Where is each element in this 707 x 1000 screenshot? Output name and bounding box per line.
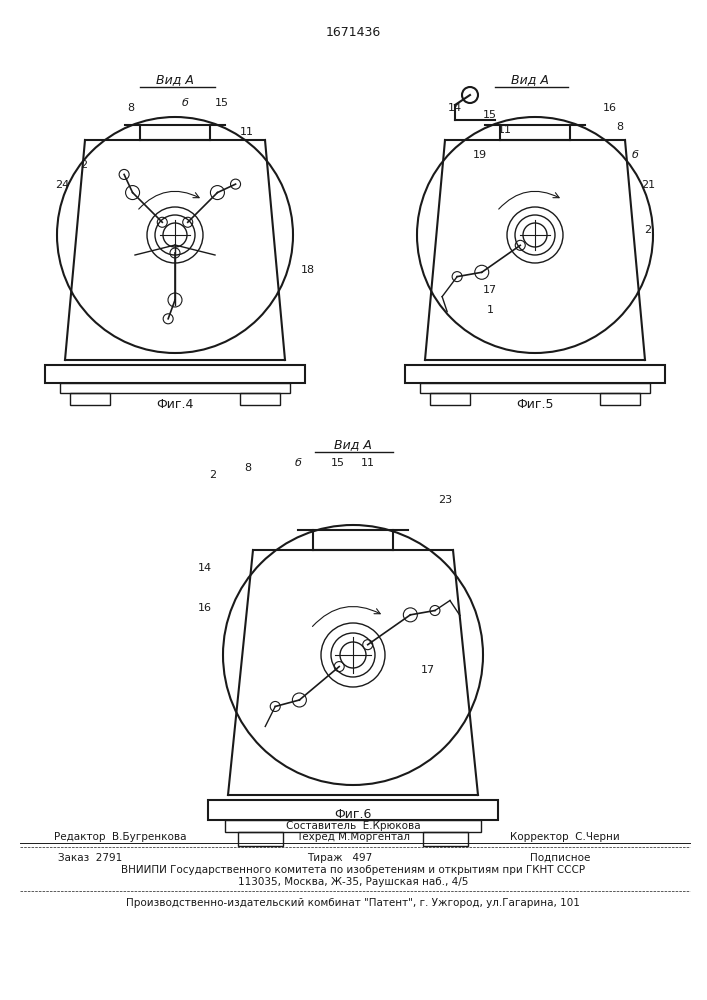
Bar (70, 393, 110, 405)
Text: Техред М.Моргентал: Техред М.Моргентал (296, 832, 410, 842)
Text: Редактор  В.Бугренкова: Редактор В.Бугренкова (54, 832, 186, 842)
Text: б: б (295, 458, 301, 468)
Text: Фиг.6: Фиг.6 (334, 808, 372, 822)
Bar (60, 383, 290, 393)
Bar (238, 832, 283, 846)
Text: Производственно-издательский комбинат "Патент", г. Ужгород, ул.Гагарина, 101: Производственно-издательский комбинат "П… (126, 898, 580, 908)
Bar (420, 383, 650, 393)
Bar (423, 832, 468, 846)
Text: 2: 2 (645, 225, 652, 235)
Text: б: б (182, 98, 189, 108)
Text: 15: 15 (215, 98, 229, 108)
Text: 17: 17 (421, 665, 435, 675)
Text: 18: 18 (301, 265, 315, 275)
Text: 23: 23 (438, 495, 452, 505)
Bar (430, 393, 470, 405)
Text: 17: 17 (483, 285, 497, 295)
Text: 15: 15 (331, 458, 345, 468)
Text: 8: 8 (127, 103, 134, 113)
Text: Подписное: Подписное (530, 853, 590, 863)
Text: б: б (631, 150, 638, 160)
Text: Корректор  С.Черни: Корректор С.Черни (510, 832, 620, 842)
Text: 11: 11 (498, 125, 512, 135)
Text: Фиг.4: Фиг.4 (156, 398, 194, 412)
Text: 15: 15 (483, 110, 497, 120)
Bar (208, 800, 498, 820)
Text: Вид А: Вид А (156, 74, 194, 87)
Text: Вид А: Вид А (334, 438, 372, 452)
Text: 2: 2 (209, 470, 216, 480)
Text: 19: 19 (473, 150, 487, 160)
Text: 21: 21 (641, 180, 655, 190)
Text: 11: 11 (240, 127, 254, 137)
Text: 14: 14 (448, 103, 462, 113)
Text: 8: 8 (245, 463, 252, 473)
Text: 1: 1 (486, 305, 493, 315)
Bar (225, 820, 481, 832)
Bar (45, 365, 305, 383)
Text: 16: 16 (603, 103, 617, 113)
Text: 11: 11 (361, 458, 375, 468)
Text: 14: 14 (198, 563, 212, 573)
Text: ВНИИПИ Государственного комитета по изобретениям и открытиям при ГКНТ СССР: ВНИИПИ Государственного комитета по изоб… (121, 865, 585, 875)
Text: Заказ  2791: Заказ 2791 (58, 853, 122, 863)
Text: Вид А: Вид А (511, 74, 549, 87)
Bar (405, 365, 665, 383)
Text: 8: 8 (617, 122, 624, 132)
Text: 1671436: 1671436 (325, 25, 380, 38)
Text: 24: 24 (55, 180, 69, 190)
Text: 16: 16 (198, 603, 212, 613)
Text: 2: 2 (81, 160, 88, 170)
Bar (600, 393, 640, 405)
Text: Тираж   497: Тираж 497 (308, 853, 373, 863)
Text: Составитель  Е.Крюкова: Составитель Е.Крюкова (286, 821, 421, 831)
Text: 113035, Москва, Ж-35, Раушская наб., 4/5: 113035, Москва, Ж-35, Раушская наб., 4/5 (238, 877, 468, 887)
Text: Фиг.5: Фиг.5 (516, 398, 554, 412)
Bar (240, 393, 280, 405)
